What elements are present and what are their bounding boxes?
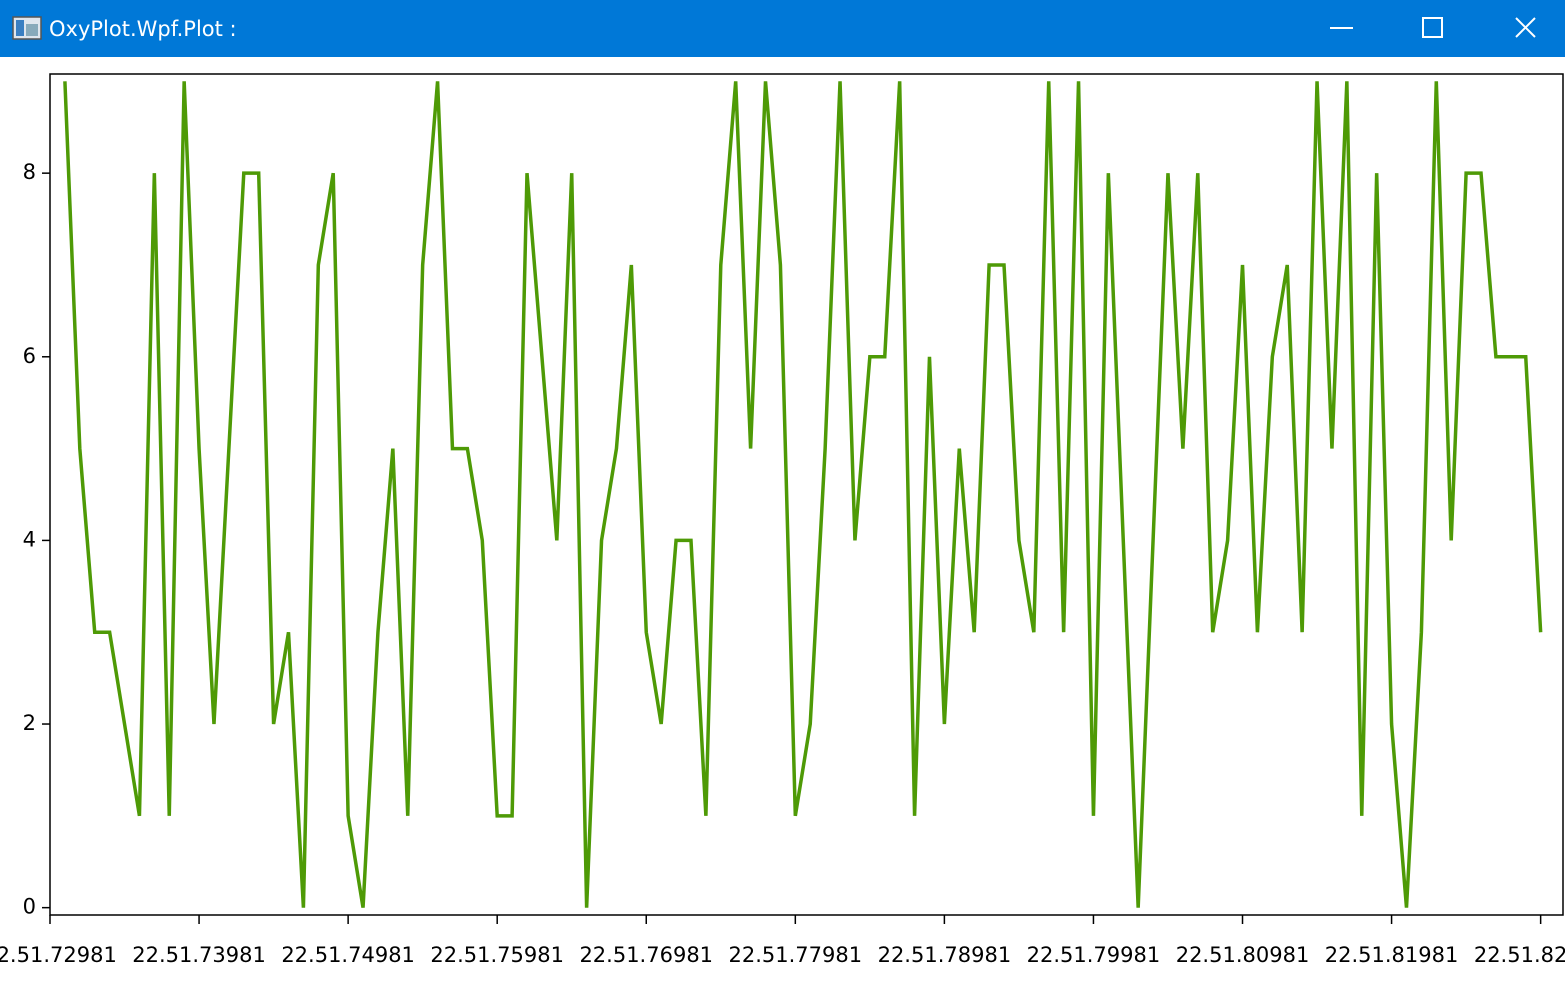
maximize-button[interactable] xyxy=(1422,17,1443,38)
plot-frame xyxy=(49,73,1564,916)
x-tick-label: 22.51.73981 xyxy=(132,943,266,967)
x-tick-label: 22.51.82981 xyxy=(1474,943,1565,967)
x-tick-label: 22.51.75981 xyxy=(430,943,564,967)
data-line xyxy=(63,81,1543,908)
y-tick-label: 6 xyxy=(23,344,36,368)
close-button[interactable] xyxy=(1515,17,1536,38)
plot: 0 2 4 6 8 22.51.72981 22.51.73981 22.51.74981 22… xyxy=(0,81,1565,967)
x-tick-label: 22.51.79981 xyxy=(1027,943,1161,967)
x-tick-label: 22.51.80981 xyxy=(1176,943,1310,967)
x-tick-label: 22.51.81981 xyxy=(1325,943,1459,967)
x-tick-label: 22.51.78981 xyxy=(878,943,1012,967)
x-tick-label: 22.51.72981 xyxy=(0,943,117,967)
y-tick-label: 2 xyxy=(23,711,36,735)
y-tick-label: 4 xyxy=(23,527,36,551)
x-tick-label: 22.51.77981 xyxy=(729,943,863,967)
app-icon xyxy=(12,16,42,40)
x-tick-label: 22.51.74981 xyxy=(281,943,415,967)
y-tick-label: 8 xyxy=(23,160,36,184)
window-title: OxyPlot.Wpf.Plot : xyxy=(49,17,237,41)
x-tick-label: 22.51.76981 xyxy=(579,943,713,967)
y-tick-label: 0 xyxy=(23,895,36,919)
title-bar xyxy=(0,0,1565,57)
